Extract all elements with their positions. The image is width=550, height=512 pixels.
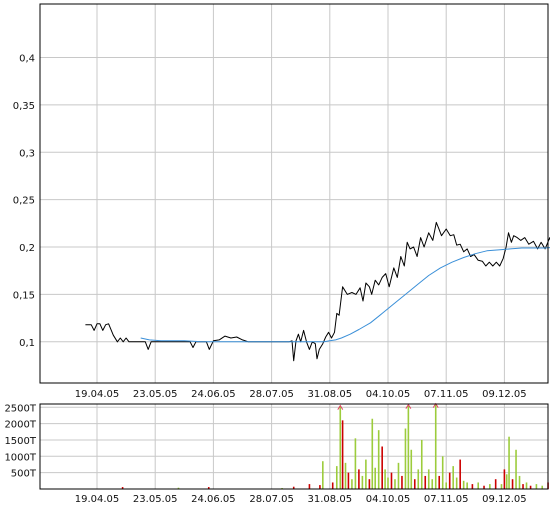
volume-x-tick-label: 24.06.05 (191, 494, 236, 505)
series-line-avg-long (140, 247, 550, 343)
price-y-tick-label: 0,4 (19, 54, 35, 65)
price-y-tick-label: 0,1 (19, 338, 35, 349)
volume-bars-group (121, 402, 549, 489)
volume-x-tick-label: 09.12.05 (482, 494, 527, 505)
price-y-tick-label: 0,15 (13, 290, 35, 301)
price-x-tick-label: 24.06.05 (191, 389, 236, 400)
price-x-tick-label: 31.08.05 (308, 389, 353, 400)
volume-y-tick-label: 2500T (4, 403, 36, 414)
volume-x-tick-label: 23.05.05 (133, 494, 178, 505)
volume-y-tick-label: 1000T (4, 452, 36, 463)
price-panel: 0,1 0,15 0,2 0,25 0,3 0,35 0,4 19.04.05 23.05.0… (13, 3, 550, 400)
price-x-tick-label: 23.05.05 (133, 389, 178, 400)
volume-x-tick-label: 07.11.05 (424, 494, 469, 505)
price-x-tick-label: 04.10.05 (366, 389, 411, 400)
volume-x-axis: 19.04.05 23.05.05 24.06.05 28.07.05 31.08.05… (75, 494, 527, 505)
volume-plot-frame (39, 403, 549, 490)
volume-y-tick-label: 500T (11, 469, 37, 480)
price-y-axis: 0,1 0,15 0,2 0,25 0,3 0,35 0,4 (13, 54, 35, 349)
price-grid (40, 4, 548, 383)
series-line-price (85, 221, 550, 362)
price-plot-frame (39, 3, 549, 384)
price-y-tick-label: 0,3 (19, 148, 35, 159)
volume-x-tick-label: 19.04.05 (75, 494, 120, 505)
volume-x-tick-label: 28.07.05 (249, 494, 294, 505)
price-y-tick-label: 0,35 (13, 101, 35, 112)
volume-y-tick-label: 2000T (4, 420, 36, 431)
volume-overflow-marker (337, 404, 344, 410)
price-x-axis: 19.04.05 23.05.05 24.06.05 28.07.05 31.08.05… (75, 389, 527, 400)
price-x-tick-label: 07.11.05 (424, 389, 469, 400)
price-y-tick-label: 0,25 (13, 196, 35, 207)
volume-y-tick-label: 1500T (4, 436, 36, 447)
volume-overflow-marker (405, 403, 412, 409)
price-y-tick-label: 0,2 (19, 243, 35, 254)
price-x-tick-label: 28.07.05 (249, 389, 294, 400)
volume-panel: 500T 1000T 1500T 2000T 2500T 19.04.05 23.05.0… (4, 402, 549, 505)
volume-y-axis: 500T 1000T 1500T 2000T 2500T (4, 403, 36, 479)
price-x-tick-label: 09.12.05 (482, 389, 527, 400)
volume-x-tick-label: 31.08.05 (308, 494, 353, 505)
price-x-tick-label: 19.04.05 (75, 389, 120, 400)
volume-x-tick-label: 04.10.05 (366, 494, 411, 505)
price-series-group (85, 221, 550, 362)
